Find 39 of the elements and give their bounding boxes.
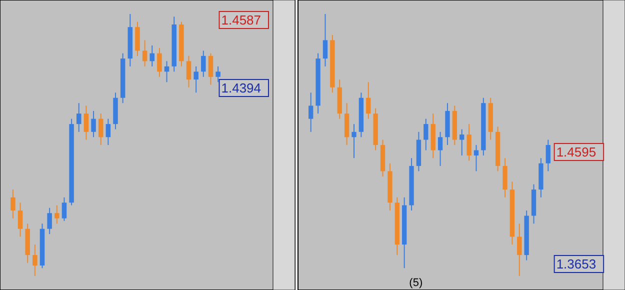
candlestick bbox=[352, 124, 356, 159]
candlestick bbox=[216, 66, 220, 83]
candlestick bbox=[502, 158, 508, 198]
candlestick bbox=[208, 52, 214, 86]
candlestick bbox=[460, 128, 464, 156]
candlestick bbox=[135, 21, 140, 56]
candlestick bbox=[150, 44, 155, 67]
candlestick bbox=[54, 204, 60, 224]
candlestick bbox=[106, 118, 111, 146]
candlestick bbox=[344, 102, 350, 146]
candlestick bbox=[438, 131, 443, 166]
candlestick bbox=[164, 60, 170, 83]
candlestick bbox=[201, 50, 206, 78]
annotation: 1.4394 bbox=[221, 80, 262, 96]
candlestick bbox=[76, 102, 82, 132]
candlestick bbox=[18, 202, 23, 238]
candlestick bbox=[157, 48, 162, 78]
candlestick bbox=[98, 113, 104, 146]
candlestick bbox=[32, 244, 38, 276]
text: 1.4595 bbox=[556, 144, 596, 160]
candlestick bbox=[474, 144, 479, 172]
candlestick bbox=[47, 207, 52, 235]
candlestick bbox=[322, 14, 328, 67]
candlestick bbox=[91, 110, 96, 138]
candlestick bbox=[546, 139, 550, 172]
candlestick bbox=[466, 124, 472, 162]
candlestick bbox=[62, 196, 67, 222]
candlestick bbox=[186, 55, 192, 88]
candlestick bbox=[517, 223, 522, 276]
text: 1.3653 bbox=[556, 256, 596, 272]
candlestick bbox=[308, 92, 314, 132]
candlestick bbox=[10, 189, 16, 219]
candlestick bbox=[84, 105, 89, 140]
text: (5) bbox=[409, 277, 423, 289]
candlestick bbox=[142, 40, 148, 67]
candlestick bbox=[194, 66, 198, 94]
annotation: 1.4587 bbox=[221, 12, 262, 28]
candlestick bbox=[366, 82, 371, 120]
candlestick bbox=[424, 118, 428, 151]
